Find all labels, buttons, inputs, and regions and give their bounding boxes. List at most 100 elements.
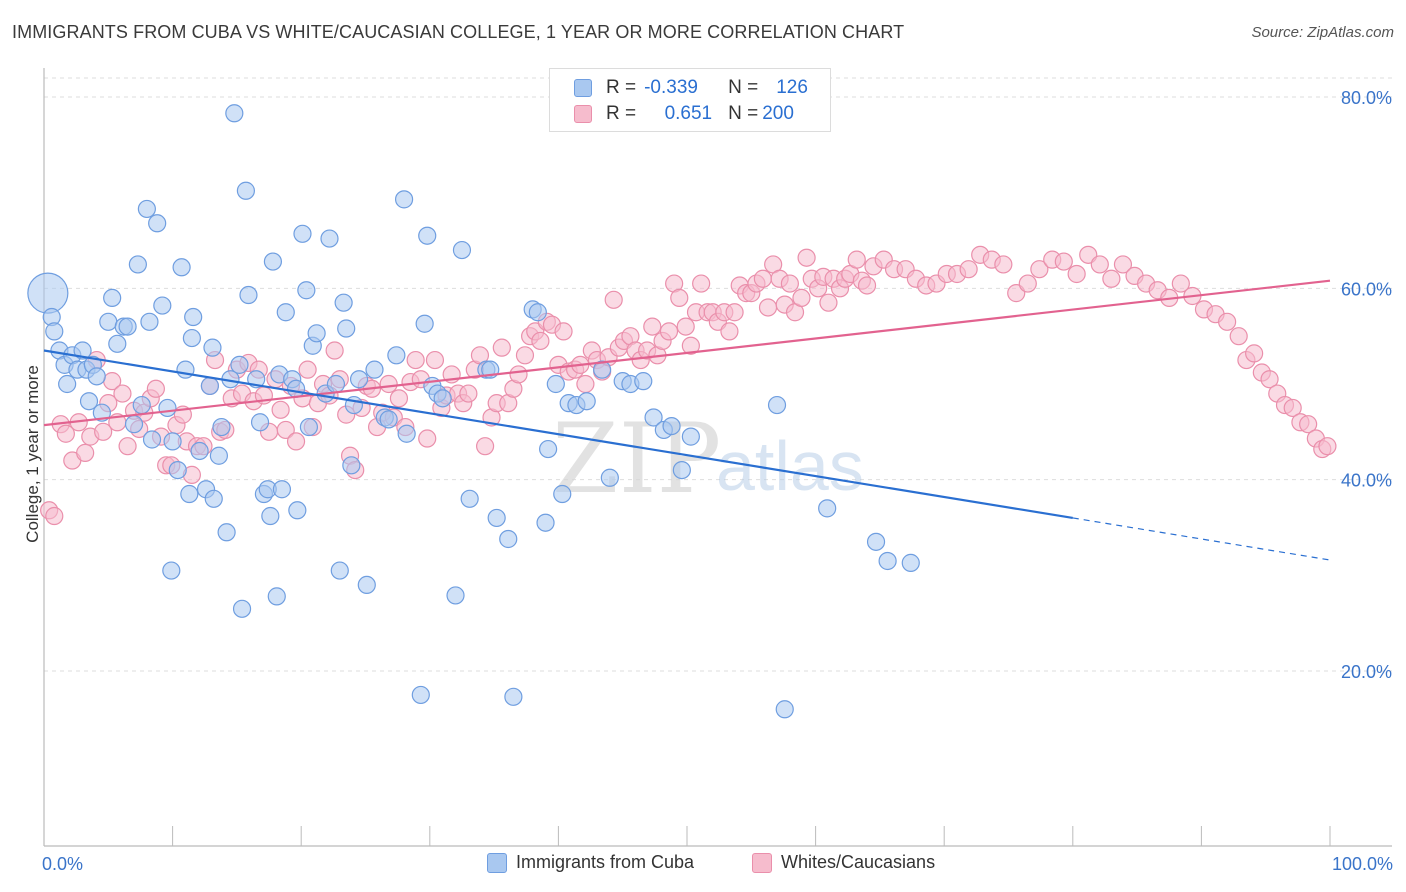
data-point-whites [118,437,137,456]
data-point-cuba [153,296,172,315]
data-point-whites [509,365,528,384]
data-point-cuba [365,360,384,379]
data-point-whites [1090,255,1109,274]
data-point-cuba [767,395,787,415]
data-point-cuba [190,441,209,461]
legend-row-cuba: R = -0.339 N = 126 [574,77,808,99]
data-point-whites [780,274,799,293]
data-point-cuba [379,410,398,429]
data-point-cuba [180,484,199,504]
data-point-whites [418,429,437,448]
data-point-cuba [236,181,256,200]
chart-title: IMMIGRANTS FROM CUBA VS WHITE/CAUCASIAN … [12,22,905,42]
legend-row-whites: R = 0.651 N = 200 [574,103,794,125]
data-point-whites [298,360,317,379]
data-point-whites [94,422,113,441]
data-point-cuba [593,360,612,379]
data-point-cuba [217,523,236,542]
data-point-whites [286,432,306,451]
data-point-cuba [342,456,361,475]
bottom-legend-item-cuba: Immigrants from Cuba [487,852,694,873]
data-point-whites [425,350,445,370]
data-point-cuba [239,285,258,305]
data-point-cuba [320,229,339,248]
data-point-cuba [387,346,406,365]
data-point-whites [692,274,711,293]
tick-labels: 20.0% 40.0% 60.0% 80.0% 0.0% 100.0% [42,88,1393,874]
data-point-whites [475,437,495,456]
data-point-cuba [203,338,222,357]
data-point-cuba [539,439,558,459]
legend-n-label: N = [728,103,759,124]
data-point-cuba [634,372,653,391]
data-point-whites [554,322,573,341]
data-point-cuba [297,281,316,300]
bottom-legend-label-cuba: Immigrants from Cuba [516,852,695,872]
data-point-cuba [87,367,106,386]
data-point-cuba [452,240,472,260]
data-point-cuba [288,501,307,520]
data-point-whites [1245,344,1264,363]
data-point-cuba [261,506,280,526]
trend-line-cuba-extension [1072,517,1331,561]
data-point-cuba [209,446,228,465]
data-point-cuba [232,599,252,618]
data-point-cuba [158,398,177,418]
data-point-cuba [92,403,111,422]
data-point-whites [819,293,838,312]
data-point-whites [1067,264,1086,284]
legend-swatch-cuba [574,79,592,97]
legend-r-value: 0.651 [664,103,713,124]
data-point-cuba [204,489,223,508]
data-point-whites [1102,269,1121,288]
data-point-whites [515,346,535,365]
data-point-whites [659,322,679,341]
data-point-cuba [263,252,283,271]
data-point-whites [276,420,295,440]
data-point-cuba [250,413,270,432]
data-point-whites [113,384,132,403]
data-point-whites [1260,370,1279,389]
data-point-whites [1318,437,1337,456]
data-point-whites [720,322,739,341]
data-point-cuba [276,303,295,322]
data-point-cuba [45,322,64,341]
data-point-cuba [230,355,249,374]
data-point-cuba [108,334,127,353]
data-point-whites [670,288,689,307]
data-point-cuba [878,551,897,571]
data-point-cuba [418,226,437,245]
data-point-whites [1113,255,1133,274]
data-point-cuba [307,324,326,343]
axes [43,68,1392,847]
data-point-whites [1018,274,1037,293]
data-point-cuba [334,293,353,312]
data-point-cuba [286,379,306,398]
data-point-cuba [184,307,203,327]
y-tick-label: 40.0% [1341,471,1392,491]
data-point-cuba [397,424,416,443]
bottom-legend: Immigrants from Cuba Whites/Caucasians [0,852,1406,880]
watermark-atlas: atlas [716,427,864,505]
data-point-cuba [293,224,312,243]
data-point-cuba [349,370,369,389]
data-point-cuba [73,341,92,360]
data-point-cuba [866,532,886,551]
data-point-cuba [433,389,452,408]
watermark-zip: ZIP [552,403,721,515]
x-tick-label-min: 0.0% [42,854,83,874]
data-point-cuba [267,587,286,606]
trend-line-cuba [43,349,1073,520]
trend-line-whites [43,279,1331,427]
x-tick-label-max: 100.0% [1332,854,1393,874]
data-point-whites [1229,327,1248,346]
data-point-cuba [103,288,122,307]
data-point-cuba [99,312,118,331]
data-point-whites [681,336,700,355]
data-point-whites [792,288,811,307]
data-point-cuba [212,417,231,437]
legend-n-label: N = [728,77,759,98]
data-point-cuba [499,529,518,549]
data-point-cuba [460,489,479,508]
data-point-cuba [681,427,700,446]
